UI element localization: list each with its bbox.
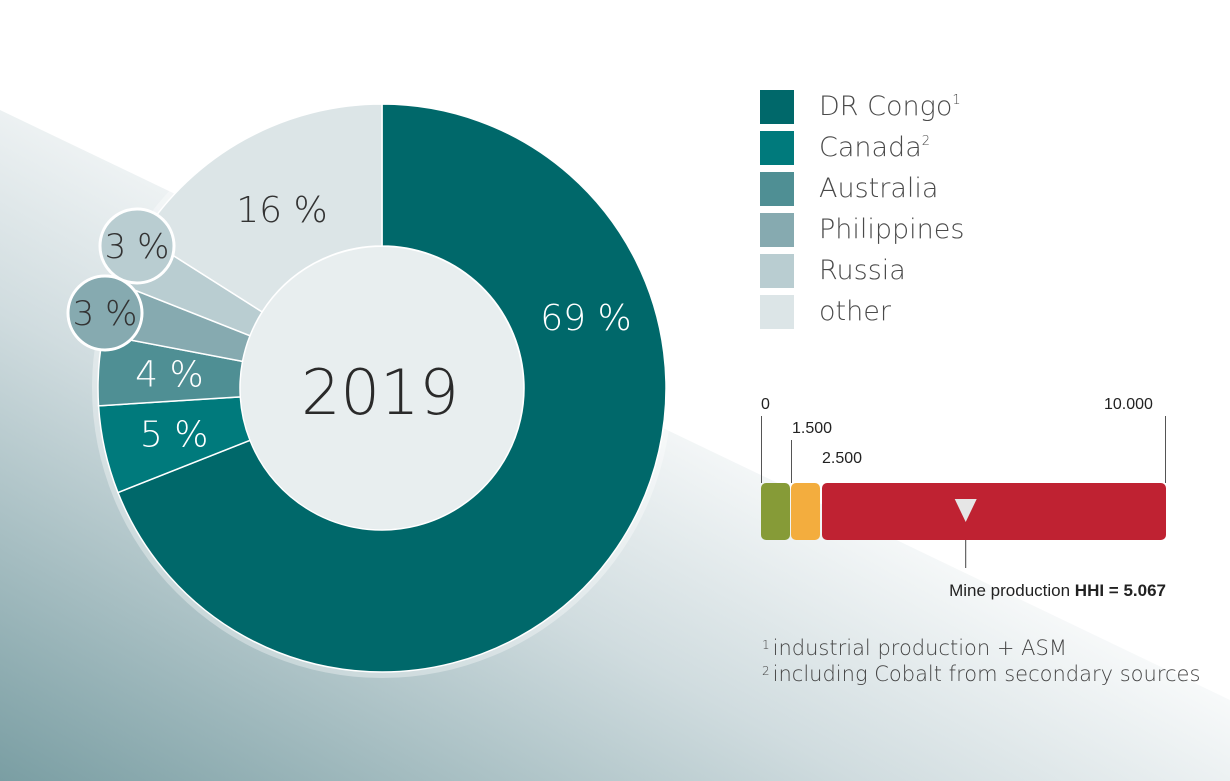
legend-superscript: 1 <box>952 93 961 108</box>
slice-other <box>141 103 383 313</box>
legend-swatch <box>760 172 794 206</box>
footnote-1: 1 industrial production + ASM <box>762 636 1067 660</box>
legend-label: Australia <box>819 173 939 204</box>
legend-label: Russia <box>819 255 906 286</box>
donut-center <box>241 247 523 529</box>
legend-swatch <box>760 213 794 247</box>
legend-label: other <box>819 296 891 327</box>
slice-value-label: 16 % <box>236 190 327 231</box>
legend-swatch <box>760 90 794 124</box>
slice-value-label: 5 % <box>140 414 209 455</box>
legend-swatch <box>760 295 794 329</box>
slice-value-label: 3 % <box>105 227 170 267</box>
legend-swatch <box>760 131 794 165</box>
footnote-text: industrial production + ASM <box>772 636 1067 660</box>
footnote-number: 1 <box>762 638 770 652</box>
slice-value-label: 3 % <box>73 294 138 334</box>
legend-swatch <box>760 254 794 288</box>
slice-value-label: 69 % <box>540 298 631 339</box>
legend-superscript: 2 <box>921 134 931 149</box>
slice-dr-congo <box>116 103 667 673</box>
footnote-2: 2 including Cobalt from secondary sources <box>762 662 1200 686</box>
footnote-number: 2 <box>762 664 770 678</box>
donut-center-label: 2019 <box>301 356 459 429</box>
legend-label: Philippines <box>819 214 965 245</box>
legend-label: DR Congo <box>819 91 953 122</box>
slice-label-bubble <box>66 274 144 352</box>
footnote-text: including Cobalt from secondary sources <box>772 662 1201 686</box>
donut-chart: 2019 69 % 5 % 4 % 3 % 3 % 16 % <box>66 103 667 673</box>
legend-label: Canada <box>819 132 922 163</box>
slice-value-label: 4 % <box>135 355 204 396</box>
slice-label-bubble <box>98 207 176 285</box>
